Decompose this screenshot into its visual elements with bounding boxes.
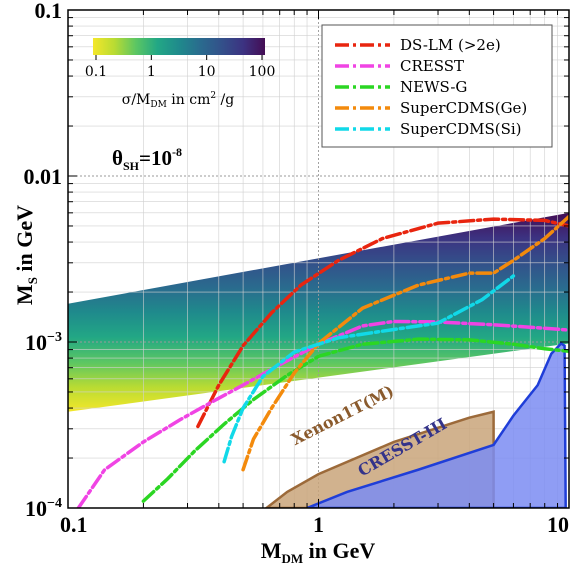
legend: DS-LM (>2e) CRESST NEWS-G SuperCDMS(Ge) Supe… <box>321 24 553 148</box>
colorbar: 0.1 1 10 100 σ/MDM in cm2 /g <box>85 38 276 110</box>
series-line-2 <box>141 337 569 503</box>
colorbar-label: σ/MDM in cm2 /g <box>122 91 234 110</box>
y-tick-label: 10−3 <box>25 330 62 355</box>
x-axis-label: MDM in GeV <box>261 538 376 566</box>
colorbar-tick-label: 10 <box>198 64 216 80</box>
series-lines <box>76 214 569 508</box>
excluded-regions <box>264 341 567 508</box>
theta-annotation: θSH=10-8 <box>112 145 182 173</box>
legend-label-3: SuperCDMS(Ge) <box>400 99 527 117</box>
legend-label-2: NEWS-G <box>400 78 467 96</box>
series-line-4 <box>222 274 516 464</box>
series-line-0 <box>196 217 569 429</box>
axis-ticks: 0.1 1 10 0.1 0.01 10−3 10−4 <box>24 0 569 537</box>
legend-label-0: DS-LM (>2e) <box>400 36 501 54</box>
colorbar-tick-label: 1 <box>147 64 156 80</box>
colorbar-gradient-bar <box>93 38 265 55</box>
colorbar-tick-label: 100 <box>249 64 276 80</box>
series-line-3 <box>241 214 569 472</box>
y-tick-label: 0.01 <box>24 164 63 189</box>
y-axis-label: MS in GeV <box>12 205 40 305</box>
legend-label-4: SuperCDMS(Si) <box>400 120 522 138</box>
colorbar-ticks: 0.1 1 10 100 <box>85 55 276 80</box>
x-tick-label: 0.1 <box>60 512 88 537</box>
excluded-region-1 <box>306 341 567 508</box>
colorbar-tick-label: 0.1 <box>85 64 107 80</box>
series-line-1 <box>76 319 569 508</box>
x-tick-label: 1 <box>313 512 324 537</box>
y-tick-label: 0.1 <box>35 0 63 23</box>
y-tick-label: 10−4 <box>25 496 62 521</box>
x-tick-label: 10 <box>547 512 569 537</box>
legend-label-1: CRESST <box>400 57 464 75</box>
